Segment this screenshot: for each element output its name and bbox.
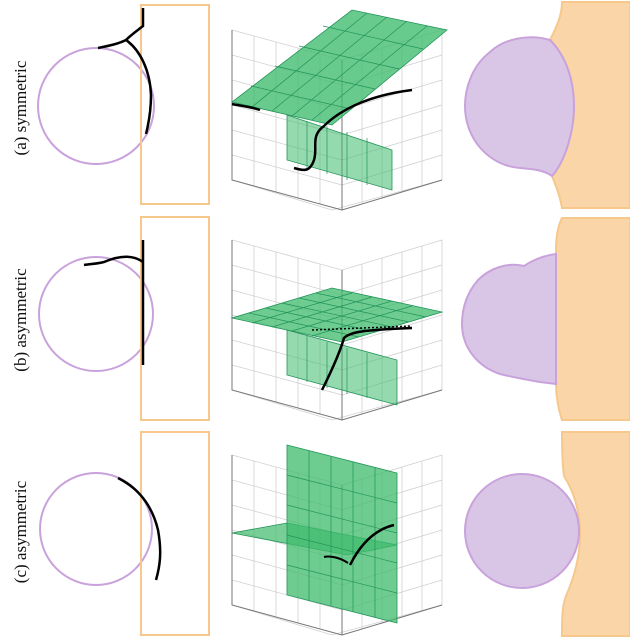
shape-a — [463, 1, 630, 209]
circle-outline — [37, 47, 155, 165]
rect-outline — [140, 431, 210, 636]
rect-outline — [140, 216, 210, 421]
rect-outline — [140, 4, 210, 205]
plot-3d-c — [231, 444, 443, 636]
row-label-a: (a) symmetric — [11, 60, 30, 155]
contact-curve — [83, 240, 145, 365]
schematic-b — [38, 216, 210, 421]
plot-3d-b — [230, 239, 444, 421]
shape-c — [464, 431, 630, 637]
schematic-a — [37, 4, 210, 205]
row-c: (c) asymmetric — [11, 431, 630, 637]
row-label-b: (b) asymmetric — [11, 268, 30, 372]
plot-3d-a — [231, 9, 448, 211]
row-b: (b) asymmetric — [11, 216, 630, 421]
row-label-c: (c) asymmetric — [11, 480, 30, 583]
circle-outline — [38, 256, 154, 372]
schematic-c — [39, 431, 210, 636]
contact-curve — [97, 8, 153, 135]
shape-b — [460, 217, 630, 421]
row-a: (a) symmetric — [11, 1, 630, 211]
contact-curve — [117, 476, 162, 581]
circle-outline — [39, 472, 153, 586]
